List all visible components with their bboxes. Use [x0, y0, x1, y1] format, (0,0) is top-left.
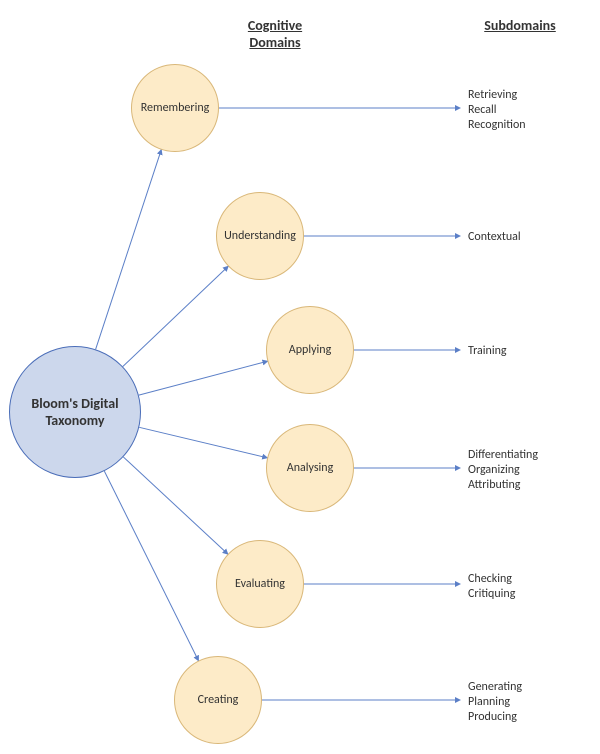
subdomain-line: Recognition [468, 118, 526, 133]
edge-root-to-evaluating [123, 457, 227, 554]
domain-node-creating: Creating [174, 656, 262, 744]
domain-node-analysing: Analysing [266, 424, 354, 512]
subdomain-analysing: DifferentiatingOrganizingAttributing [468, 448, 538, 493]
subdomain-line: Organizing [468, 463, 538, 478]
header-cognitive-line2: Domains [249, 34, 300, 51]
domain-node-applying: Applying [266, 306, 354, 394]
edge-root-to-creating [104, 471, 198, 660]
subdomain-line: Planning [468, 695, 522, 710]
domain-node-label: Understanding [224, 229, 296, 243]
header-subdomains: Subdomains [460, 18, 580, 35]
subdomain-applying: Training [468, 344, 507, 359]
subdomain-line: Critiquing [468, 587, 515, 602]
subdomain-line: Checking [468, 572, 515, 587]
subdomain-understanding: Contextual [468, 230, 521, 245]
header-subdomains-text: Subdomains [484, 17, 556, 34]
domain-node-label: Applying [289, 343, 331, 357]
subdomain-line: Retrieving [468, 88, 526, 103]
header-cognitive-domains: Cognitive Domains [220, 18, 330, 52]
diagram-canvas: Cognitive Domains Subdomains Bloom's Dig… [0, 0, 600, 754]
subdomain-line: Recall [468, 103, 526, 118]
domain-node-understanding: Understanding [216, 192, 304, 280]
subdomain-evaluating: CheckingCritiquing [468, 572, 515, 602]
subdomain-line: Generating [468, 680, 522, 695]
domain-node-label: Evaluating [235, 577, 285, 591]
edge-root-to-understanding [123, 266, 228, 366]
domain-node-evaluating: Evaluating [216, 540, 304, 628]
domain-node-label: Creating [198, 693, 239, 707]
subdomain-line: Attributing [468, 478, 538, 493]
subdomain-line: Contextual [468, 230, 521, 245]
edge-root-to-remembering [96, 150, 162, 350]
domain-node-label: Remembering [141, 101, 210, 115]
subdomain-creating: GeneratingPlanningProducing [468, 680, 522, 725]
domain-node-label: Analysing [287, 461, 333, 475]
subdomain-remembering: RetrievingRecallRecognition [468, 88, 526, 133]
root-node-blooms-digital-taxonomy: Bloom's Digital Taxonomy [9, 346, 141, 478]
subdomain-line: Differentiating [468, 448, 538, 463]
subdomain-line: Training [468, 344, 507, 359]
edge-root-to-applying [139, 361, 268, 395]
subdomain-line: Producing [468, 710, 522, 725]
edge-root-to-analysing [139, 427, 267, 458]
domain-node-remembering: Remembering [131, 64, 219, 152]
root-node-label: Bloom's Digital Taxonomy [10, 395, 140, 429]
header-cognitive-line1: Cognitive [248, 17, 302, 34]
